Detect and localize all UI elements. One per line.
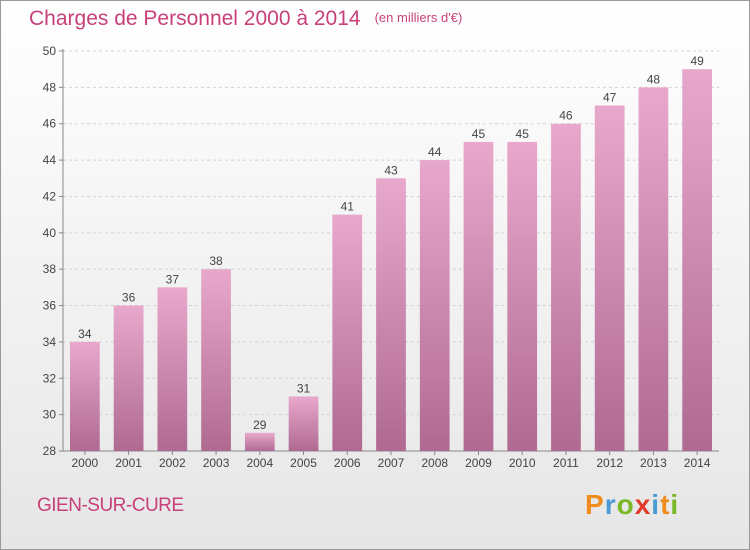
y-tick-label: 32	[43, 371, 57, 385]
x-tick-label: 2002	[159, 456, 186, 470]
bar	[332, 214, 363, 451]
data-label: 47	[603, 91, 617, 105]
brand-letter: P	[585, 489, 605, 520]
bar	[551, 123, 581, 452]
data-label: 31	[297, 381, 311, 395]
brand-logo: Proxiti	[585, 489, 679, 521]
data-label: 36	[122, 291, 136, 305]
y-tick-label: 44	[43, 153, 57, 167]
data-label: 49	[690, 54, 704, 68]
data-label: 41	[341, 200, 355, 214]
x-tick-label: 2004	[246, 456, 273, 470]
x-tick-label: 2010	[509, 456, 536, 470]
brand-letter: i	[651, 489, 661, 520]
x-tick-label: 2008	[421, 456, 448, 470]
chart-title-text: Charges de Personnel 2000 à 2014	[29, 7, 361, 30]
y-tick-label: 38	[43, 262, 57, 276]
data-label: 45	[472, 127, 486, 141]
y-tick-label: 46	[43, 117, 57, 131]
x-tick-label: 2014	[684, 456, 711, 470]
y-tick-label: 48	[43, 80, 57, 94]
brand-letter: r	[604, 489, 617, 520]
x-tick-label: 2005	[290, 456, 317, 470]
y-tick-label: 50	[43, 44, 57, 58]
data-label: 37	[166, 272, 180, 286]
data-label: 48	[647, 72, 661, 86]
y-tick-label: 30	[43, 408, 57, 422]
bar	[157, 287, 188, 451]
data-label: 44	[428, 145, 442, 159]
brand-letter: x	[634, 489, 652, 520]
bar	[507, 141, 538, 451]
data-label: 45	[516, 127, 530, 141]
chart-title: Charges de Personnel 2000 à 2014 (en mill…	[29, 7, 462, 31]
y-tick-label: 42	[43, 189, 57, 203]
y-tick-label: 40	[43, 226, 57, 240]
x-tick-label: 2013	[640, 456, 667, 470]
brand-letter: i	[670, 489, 680, 520]
bar	[638, 87, 669, 451]
data-label: 34	[78, 327, 92, 341]
bar	[376, 178, 406, 452]
bar	[113, 305, 144, 451]
x-tick-label: 2012	[596, 456, 623, 470]
y-tick-label: 36	[43, 299, 57, 313]
data-label: 38	[209, 254, 223, 268]
bar	[594, 105, 625, 451]
location-name: GIEN-SUR-CURE	[37, 495, 184, 516]
brand-letter: t	[660, 489, 671, 520]
x-tick-label: 2003	[203, 456, 230, 470]
data-label: 46	[559, 109, 573, 123]
x-tick-label: 2011	[553, 456, 579, 470]
chart-unit: (en milliers d'€)	[374, 10, 463, 25]
bar	[682, 69, 713, 451]
x-tick-label: 2000	[72, 456, 99, 470]
x-tick-label: 2009	[465, 456, 492, 470]
y-tick-label: 34	[43, 335, 57, 349]
bar	[69, 341, 100, 451]
data-label: 29	[253, 418, 267, 432]
x-tick-label: 2006	[334, 456, 361, 470]
bar	[201, 269, 231, 451]
bar	[463, 141, 494, 451]
bar	[244, 432, 275, 451]
y-tick-label: 28	[43, 444, 57, 458]
x-tick-label: 2001	[115, 456, 142, 470]
x-tick-label: 2007	[378, 456, 405, 470]
bar	[419, 160, 450, 451]
brand-letter: o	[616, 489, 635, 520]
bar	[288, 396, 319, 451]
data-label: 43	[384, 163, 398, 177]
